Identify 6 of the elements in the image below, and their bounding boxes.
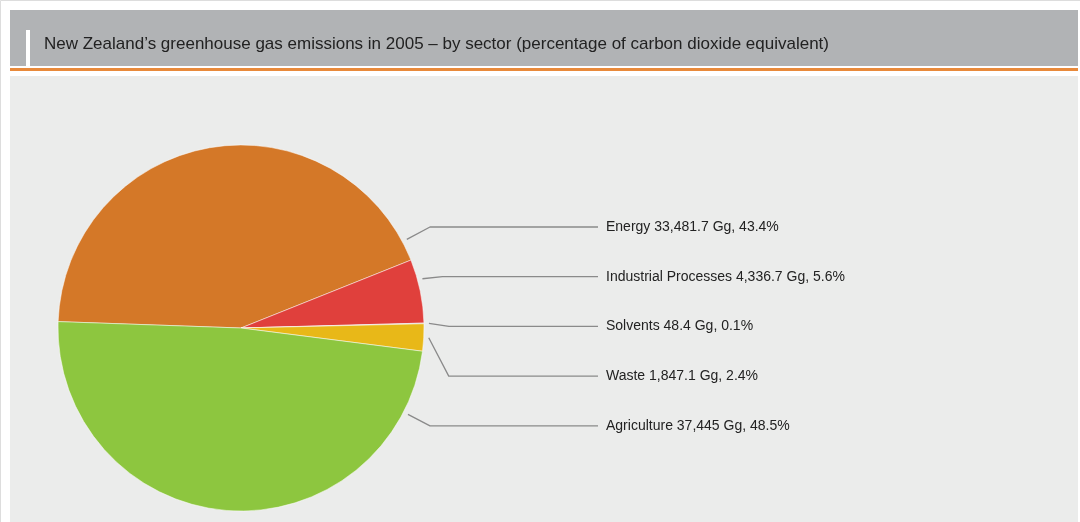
slice-label: Agriculture 37,445 Gg, 48.5% [606,416,790,433]
slice-label: Solvents 48.4 Gg, 0.1% [606,317,754,334]
slice-label: Industrial Processes 4,336.7 Gg, 5.6% [606,267,845,284]
slice-label: Waste 1,847.1 Gg, 2.4% [606,367,759,384]
chart-title: New Zealand’s greenhouse gas emissions in 2005 – by sector (percentage of carbon dioxide equivalent) [44,34,829,53]
slice-label: Energy 33,481.7 Gg, 43.4% [606,218,779,234]
